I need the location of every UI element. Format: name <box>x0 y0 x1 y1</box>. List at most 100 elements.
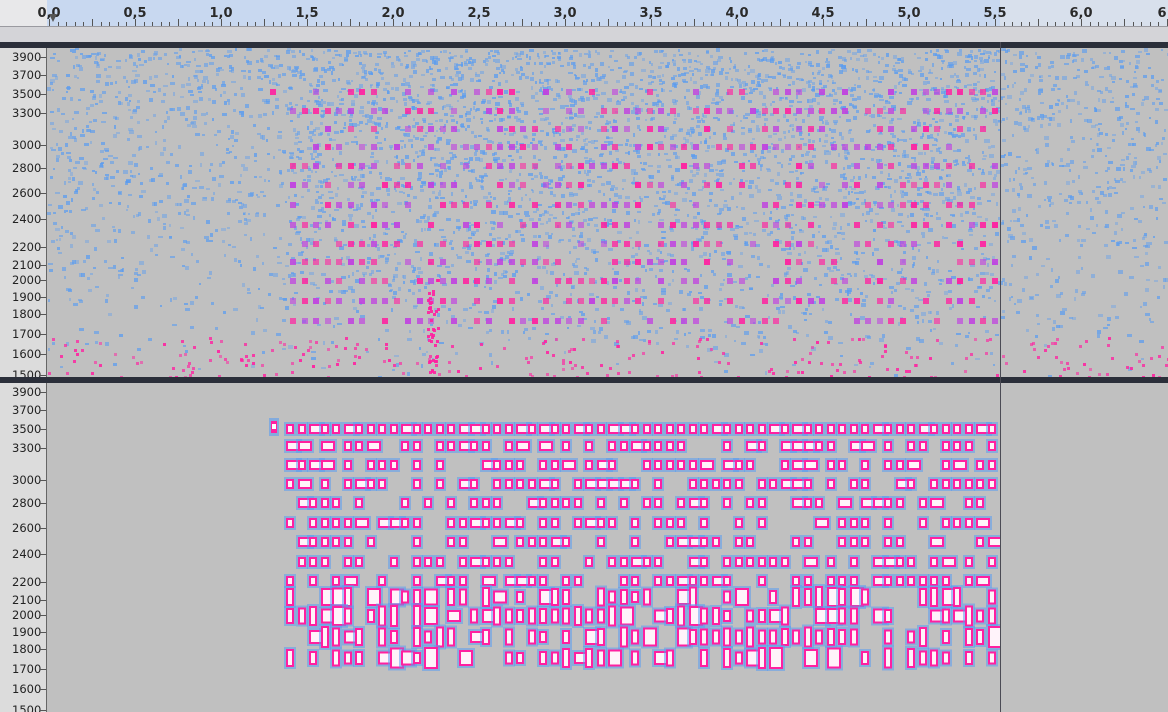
time-tick <box>1021 22 1022 26</box>
time-tick <box>823 19 824 26</box>
frequency-label: 2800 <box>12 496 42 510</box>
time-tick <box>1158 22 1159 26</box>
frequency-tick <box>40 410 46 411</box>
spectrogram-noise-field <box>47 48 1168 377</box>
time-tick <box>1081 19 1082 26</box>
time-tick <box>1072 22 1073 26</box>
frequency-label: 1500 <box>12 703 42 712</box>
time-tick <box>1064 22 1065 26</box>
time-tick <box>806 22 807 26</box>
time-tick <box>617 22 618 26</box>
time-tick <box>505 22 506 26</box>
time-tick <box>1150 22 1151 26</box>
frequency-tick <box>40 314 46 315</box>
frequency-tick <box>40 582 46 583</box>
time-tick <box>513 22 514 26</box>
time-tick <box>470 22 471 26</box>
time-label: 0,5 <box>123 6 147 21</box>
frequency-tick <box>40 689 46 690</box>
time-tick <box>565 19 566 26</box>
frequency-label: 2200 <box>12 240 42 254</box>
time-tick <box>1038 19 1039 26</box>
time-tick <box>1124 19 1125 26</box>
track-separator-top <box>0 42 1168 48</box>
frequency-tick <box>40 429 46 430</box>
frequency-tick <box>40 554 46 555</box>
frequency-label: 1800 <box>12 307 42 321</box>
time-ruler-unselected <box>1000 0 1168 26</box>
frequency-label: 2400 <box>12 547 42 561</box>
time-tick <box>1090 22 1091 26</box>
frequency-tick <box>40 145 46 146</box>
frequency-label: 3000 <box>12 138 42 152</box>
time-label: 2,0 <box>381 6 405 21</box>
time-tick <box>660 22 661 26</box>
spectrogram-track-processed[interactable] <box>47 383 1000 712</box>
frequency-tick <box>40 632 46 633</box>
time-selection-region[interactable] <box>47 0 1000 26</box>
time-tick <box>771 22 772 26</box>
frequency-label: 1900 <box>12 625 42 639</box>
time-tick <box>720 22 721 26</box>
frequency-tick <box>40 280 46 281</box>
play-head-icon[interactable] <box>49 14 57 22</box>
time-label: 1,0 <box>209 6 233 21</box>
frequency-tick <box>40 354 46 355</box>
time-tick <box>531 22 532 26</box>
time-tick <box>92 19 93 26</box>
time-tick <box>522 19 523 26</box>
time-tick <box>144 22 145 26</box>
time-tick <box>49 19 50 26</box>
time-label: 1,5 <box>295 6 319 21</box>
time-tick <box>1047 22 1048 26</box>
frequency-label: 2600 <box>12 521 42 535</box>
time-tick <box>1107 22 1108 26</box>
frequency-label: 1600 <box>12 347 42 361</box>
time-tick <box>883 22 884 26</box>
time-label: 4,0 <box>725 6 749 21</box>
time-tick <box>556 22 557 26</box>
frequency-tick <box>40 193 46 194</box>
time-tick <box>479 19 480 26</box>
time-tick <box>118 22 119 26</box>
frequency-tick <box>40 503 46 504</box>
time-label: 2,5 <box>467 6 491 21</box>
time-label: 4,5 <box>811 6 835 21</box>
time-tick <box>367 22 368 26</box>
time-label: 5,5 <box>983 6 1007 21</box>
time-tick <box>410 22 411 26</box>
frequency-tick <box>40 649 46 650</box>
time-tick <box>264 19 265 26</box>
spectrogram-tone-grid <box>270 89 998 374</box>
frequency-tick <box>40 113 46 114</box>
time-tick <box>1012 22 1013 26</box>
time-tick <box>978 22 979 26</box>
time-tick <box>255 22 256 26</box>
time-tick <box>969 22 970 26</box>
time-tick <box>316 22 317 26</box>
time-tick <box>58 22 59 26</box>
time-tick <box>746 22 747 26</box>
time-label: 6 <box>1157 6 1167 21</box>
time-tick <box>221 19 222 26</box>
time-tick <box>599 22 600 26</box>
time-tick <box>943 22 944 26</box>
frequency-tick <box>40 168 46 169</box>
frequency-label: 3900 <box>12 50 42 64</box>
time-tick <box>204 22 205 26</box>
frequency-tick <box>40 297 46 298</box>
track-separator-middle[interactable] <box>0 377 1168 383</box>
time-tick <box>178 19 179 26</box>
time-tick <box>728 22 729 26</box>
time-label: 5,0 <box>897 6 921 21</box>
time-tick <box>453 22 454 26</box>
frequency-tick <box>40 710 46 711</box>
edit-cursor-line <box>1000 42 1001 712</box>
frequency-tick <box>40 219 46 220</box>
frequency-tick <box>40 57 46 58</box>
time-tick <box>952 19 953 26</box>
time-tick <box>212 22 213 26</box>
time-tick <box>961 22 962 26</box>
spectrogram-track-original[interactable] <box>47 48 1168 377</box>
time-ruler[interactable]: 0,0 0,5 1,0 1,5 2,0 2,5 3,0 3,5 4,0 4,5 5,0 5,5 6,0 6 <box>0 0 1168 26</box>
